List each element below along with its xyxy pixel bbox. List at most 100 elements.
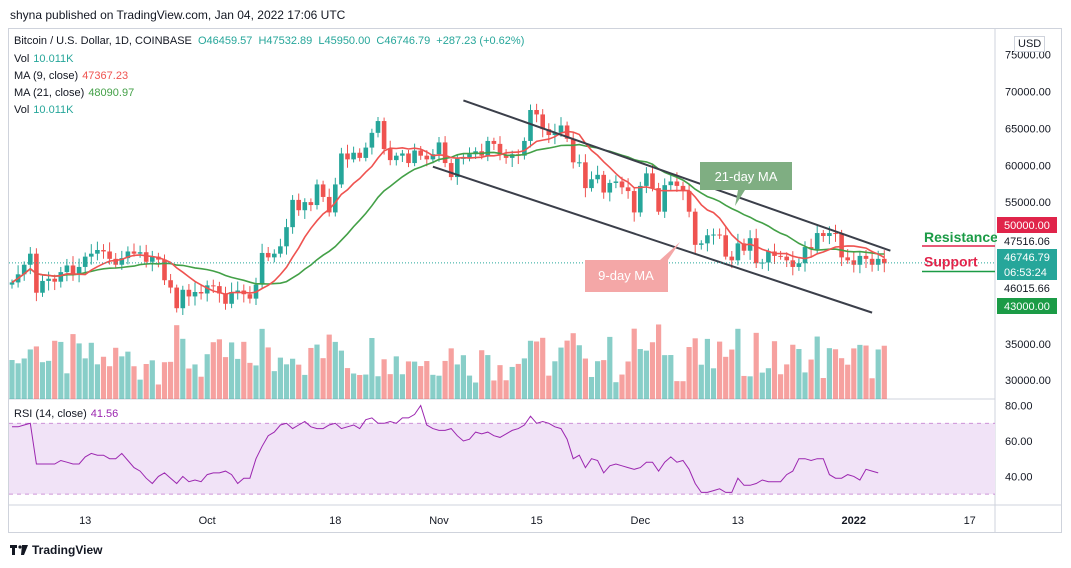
low-value: L45950.00: [318, 35, 371, 47]
volume-bar: [625, 361, 631, 399]
volume-bar: [119, 356, 125, 399]
change-value: +287.23 (+0.62%): [436, 35, 525, 47]
volume-bar: [155, 384, 161, 399]
candle-body: [278, 246, 283, 254]
volume-bar: [222, 357, 229, 399]
legend-volume[interactable]: Vol 10.011K: [14, 53, 73, 65]
candle-body: [357, 152, 362, 158]
volume-bar: [290, 358, 296, 399]
legend-rsi[interactable]: RSI (14, close) 41.56: [14, 408, 118, 420]
candle-body: [778, 255, 783, 257]
time-axis-label: Nov: [429, 515, 449, 527]
volume-bar: [168, 361, 174, 399]
price-tag-text: 46746.79: [1004, 252, 1050, 264]
rsi-axis-label: 40.00: [1005, 471, 1033, 483]
candle-body: [28, 253, 33, 265]
time-axis-label: 15: [530, 515, 542, 527]
candle-body: [351, 152, 356, 160]
candle-body: [119, 258, 125, 265]
volume-value-2: 10.011K: [33, 104, 74, 116]
volume-bar: [479, 350, 485, 399]
ma21-value: 48090.97: [88, 87, 135, 99]
candle-body: [125, 251, 131, 259]
volume-bar: [637, 349, 643, 399]
candle-body: [162, 259, 167, 281]
candle-body: [113, 258, 118, 265]
currency-button[interactable]: USD: [1014, 36, 1046, 52]
volume-bar: [832, 349, 839, 399]
price-tag-text: 46015.66: [1004, 283, 1050, 295]
candle-body: [650, 173, 655, 189]
volume-bar: [131, 366, 137, 399]
volume-bar: [466, 375, 473, 399]
symbol-name[interactable]: Bitcoin / U.S. Dollar, 1D, COINBASE: [14, 35, 192, 47]
candle-body: [705, 235, 710, 244]
candle-body: [607, 182, 613, 193]
legend-volume-2[interactable]: Vol 10.011K: [14, 104, 73, 116]
volume-bar: [64, 373, 70, 399]
candle-body: [430, 154, 436, 160]
volume-bar: [46, 360, 52, 399]
volume-bar: [534, 341, 540, 399]
time-axis-label: 2022: [842, 515, 866, 527]
volume-label-2: Vol: [14, 104, 30, 116]
candle-body: [375, 121, 381, 133]
ma9-callout: 9-day MA: [585, 242, 680, 292]
volume-bar: [576, 345, 582, 399]
candle-body: [680, 185, 686, 192]
volume-bar: [558, 347, 564, 399]
price-tag-bg: [997, 298, 1057, 314]
volume-bar: [424, 361, 430, 399]
candle-body: [101, 250, 106, 252]
price-tag-text: 06:53:24: [1004, 267, 1047, 279]
candle-body: [766, 251, 771, 263]
volume-bar: [314, 344, 320, 399]
volume-bar: [192, 364, 198, 399]
candle-body: [137, 252, 143, 254]
volume-bar: [271, 371, 277, 399]
channel-upper-line: [463, 99, 891, 252]
volume-bar: [863, 345, 869, 399]
rsi-axis-label: 80.00: [1005, 401, 1033, 413]
volume-bar: [412, 361, 418, 399]
tradingview-brand-text: TradingView: [32, 543, 103, 557]
volume-bar: [802, 372, 808, 399]
legend-ma9[interactable]: MA (9, close) 47367.23: [14, 70, 128, 82]
volume-bar: [27, 349, 33, 399]
volume-bar: [613, 382, 619, 399]
volume-axis-label: 30000.00: [1005, 375, 1051, 387]
candle-body: [272, 253, 277, 258]
volume-bar: [790, 344, 796, 399]
volume-bar: [704, 338, 710, 399]
volume-bar: [875, 349, 881, 399]
channel-lower-line: [432, 165, 873, 314]
volume-bar: [735, 328, 741, 399]
candle-body: [131, 251, 137, 254]
volume-bar: [137, 379, 143, 399]
candle-body: [394, 155, 399, 161]
legend-ma21[interactable]: MA (21, close) 48090.97: [14, 87, 134, 99]
volume-bar: [113, 347, 119, 399]
volume-axis-label: 35000.00: [1005, 339, 1051, 351]
resistance-label: Resistance: [924, 229, 998, 245]
volume-bar: [33, 346, 39, 399]
chart-frame[interactable]: [8, 28, 1062, 533]
candle-body: [540, 114, 545, 130]
candle-body: [875, 258, 881, 265]
candle-body: [814, 233, 820, 250]
volume-bar: [717, 341, 723, 399]
candle-body: [89, 253, 94, 257]
candle-body: [796, 263, 802, 267]
volume-bar: [619, 374, 625, 399]
volume-bar: [229, 342, 235, 399]
candle-body: [369, 132, 375, 148]
tradingview-logo[interactable]: TradingView: [10, 543, 102, 557]
time-axis-label: Oct: [199, 515, 216, 527]
volume-bar: [174, 325, 180, 399]
candle-body: [436, 142, 442, 155]
volume-bar: [674, 381, 680, 399]
price-tag-bg: [997, 280, 1057, 296]
volume-bar: [52, 340, 58, 399]
volume-bar: [436, 375, 442, 399]
